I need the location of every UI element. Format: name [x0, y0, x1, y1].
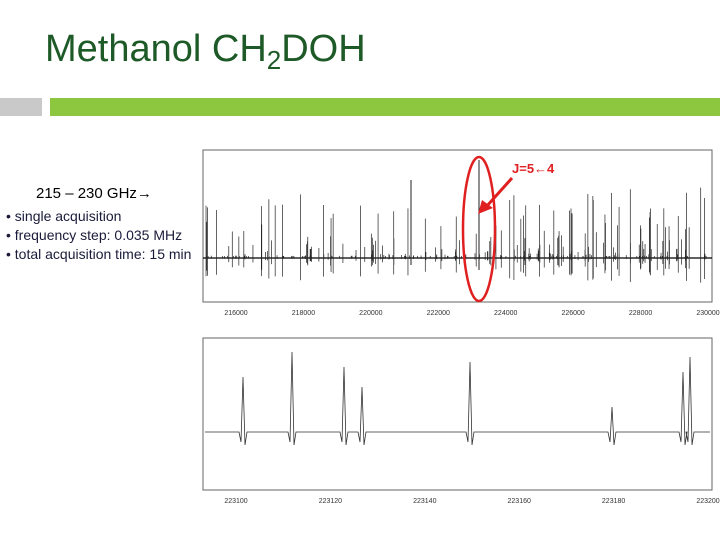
spectrum-trace — [205, 351, 710, 446]
arrow-shaft — [484, 176, 514, 209]
x-tick-label: 228000 — [629, 310, 652, 317]
x-tick-label: 223200 — [696, 498, 719, 505]
plot-frame — [202, 337, 713, 491]
x-tick-label: 223120 — [319, 498, 342, 505]
bullet: • single acquisition — [6, 208, 122, 224]
bullet: • frequency step: 0.035 MHz — [6, 227, 183, 243]
x-tick-label: 218000 — [292, 310, 315, 317]
title-subscript: 2 — [266, 45, 282, 75]
accent-bar — [50, 98, 720, 116]
x-tick-label: 223180 — [602, 498, 625, 505]
plot-frame — [202, 149, 713, 303]
annotation: J=5←4 — [512, 161, 555, 176]
x-tick-label: 224000 — [494, 310, 517, 317]
bullet: • total acquisition time: 15 min — [6, 246, 192, 262]
x-tick-label: 223160 — [508, 498, 531, 505]
x-tick-label: 223100 — [224, 498, 247, 505]
x-tick-label: 226000 — [561, 310, 584, 317]
highlight-ellipse — [461, 155, 497, 303]
heading: 215 – 230 GHz→ — [36, 185, 152, 202]
spectrum-bottom: 223100 223120 223140 223160 223180 223200 — [202, 337, 720, 505]
text-block: 215 – 230 GHz→ • single acquisition • fre… — [6, 184, 198, 264]
title-text: Methanol CH — [45, 28, 267, 70]
x-tick-label: 220000 — [359, 310, 382, 317]
arrow-head — [478, 200, 493, 214]
spectrum-top: 216000 218000 220000 222000 224000 226000 2280… — [202, 149, 720, 317]
title-suffix: DOH — [281, 28, 366, 70]
accent-square — [0, 98, 42, 116]
x-tick-label: 222000 — [427, 310, 450, 317]
x-tick-label: 230000 — [696, 310, 719, 317]
x-tick-label: 216000 — [224, 310, 247, 317]
x-tick-label: 223140 — [413, 498, 436, 505]
slide-title: Methanol CH2DOH — [45, 28, 366, 76]
